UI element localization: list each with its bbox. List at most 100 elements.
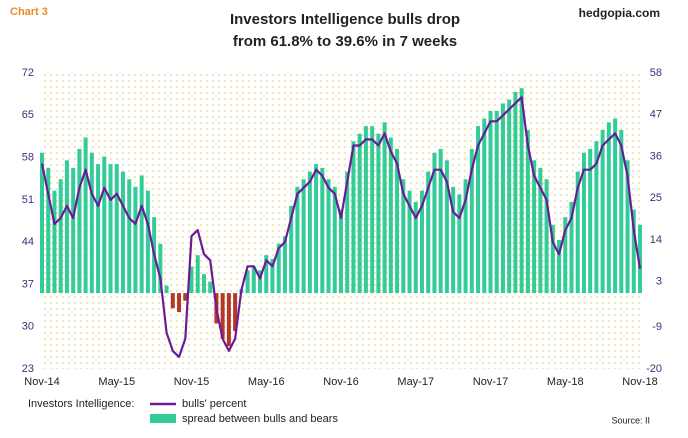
- y2-tick-label: 58: [650, 67, 662, 79]
- bar: [270, 258, 275, 294]
- bar: [258, 270, 263, 294]
- y2-tick-label: -20: [646, 363, 662, 375]
- x-tick-label: May-16: [248, 376, 285, 388]
- bar: [569, 202, 574, 294]
- bar: [363, 126, 368, 294]
- bar: [320, 167, 325, 294]
- bar: [127, 179, 132, 294]
- y-tick-label: 58: [22, 151, 34, 163]
- y2-tick-label: 3: [656, 276, 662, 288]
- y2-tick-label: 14: [650, 234, 662, 246]
- x-tick-label: Nov-14: [24, 376, 59, 388]
- bar: [494, 110, 499, 294]
- bar: [444, 160, 449, 294]
- chart-title: Investors Intelligence bulls drop: [230, 11, 460, 28]
- y2-tick-label: 25: [650, 192, 662, 204]
- line: [40, 96, 642, 358]
- bar: [538, 167, 543, 294]
- y-tick-label: 23: [22, 363, 34, 375]
- y-tick-label: 51: [22, 194, 34, 206]
- y-tick-label: 44: [22, 236, 34, 248]
- bar: [631, 209, 636, 294]
- bar: [71, 167, 76, 294]
- bar: [282, 236, 287, 294]
- bar: [419, 190, 424, 294]
- y2-tick-label: 36: [650, 150, 662, 162]
- bar: [413, 202, 418, 294]
- bar: [581, 152, 586, 294]
- bar: [401, 179, 406, 294]
- bar: [96, 164, 101, 294]
- bar: [40, 152, 44, 294]
- bar: [177, 293, 182, 313]
- bar: [83, 137, 88, 294]
- bar: [201, 274, 206, 294]
- bar: [264, 255, 269, 294]
- bar: [357, 133, 362, 294]
- bar: [482, 118, 487, 294]
- bar: [594, 141, 599, 294]
- legend-title: Investors Intelligence:: [28, 398, 134, 410]
- legend-label: bulls' percent: [182, 398, 246, 410]
- bar: [108, 164, 113, 294]
- bar: [314, 164, 319, 294]
- bar: [89, 152, 94, 294]
- bar: [208, 281, 213, 294]
- bar: [613, 118, 618, 294]
- bar: [532, 160, 537, 294]
- bar: [463, 179, 468, 294]
- bar: [370, 126, 375, 294]
- bar: [295, 186, 300, 294]
- bar: [395, 148, 400, 294]
- bar: [451, 186, 456, 294]
- bar: [120, 171, 125, 294]
- bar: [133, 186, 138, 294]
- bar: [102, 156, 107, 294]
- bar: [588, 148, 593, 294]
- bar: [426, 171, 431, 294]
- bar: [77, 148, 82, 294]
- bar: [500, 103, 505, 294]
- bar: [619, 129, 624, 294]
- bar: [114, 164, 119, 294]
- x-tick-label: Nov-16: [323, 376, 358, 388]
- bar: [345, 171, 350, 294]
- bar: [563, 217, 568, 294]
- bar: [476, 126, 481, 294]
- bar: [625, 160, 630, 294]
- bar: [195, 255, 200, 294]
- bar: [332, 186, 337, 294]
- bar: [276, 243, 281, 294]
- bar: [289, 205, 294, 294]
- bar: [251, 266, 256, 294]
- bar: [606, 122, 611, 294]
- y2-tick-label: -9: [652, 321, 662, 333]
- bar: [64, 160, 69, 294]
- bar: [432, 152, 437, 294]
- bar: [550, 224, 555, 294]
- bar: [226, 293, 231, 347]
- x-tick-label: May-18: [547, 376, 584, 388]
- bar: [575, 171, 580, 294]
- x-tick-label: May-17: [397, 376, 434, 388]
- bar: [245, 270, 250, 294]
- source-site: hedgopia.com: [579, 6, 660, 20]
- legend-label: spread between bulls and bears: [182, 413, 338, 425]
- bar: [382, 122, 387, 294]
- bar: [507, 99, 512, 294]
- y-tick-label: 30: [22, 321, 34, 333]
- bar: [488, 110, 493, 294]
- bar: [600, 129, 605, 294]
- x-tick-label: Nov-17: [473, 376, 508, 388]
- source: Source: II: [611, 415, 650, 425]
- bar: [351, 141, 356, 294]
- bar: [189, 266, 194, 294]
- bar: [457, 194, 462, 294]
- bar: [638, 224, 642, 294]
- chart-subtitle: from 61.8% to 39.6% in 7 weeks: [233, 33, 457, 50]
- bar: [170, 293, 175, 309]
- bar: [544, 179, 549, 294]
- bar: [326, 179, 331, 294]
- bar: [220, 293, 225, 339]
